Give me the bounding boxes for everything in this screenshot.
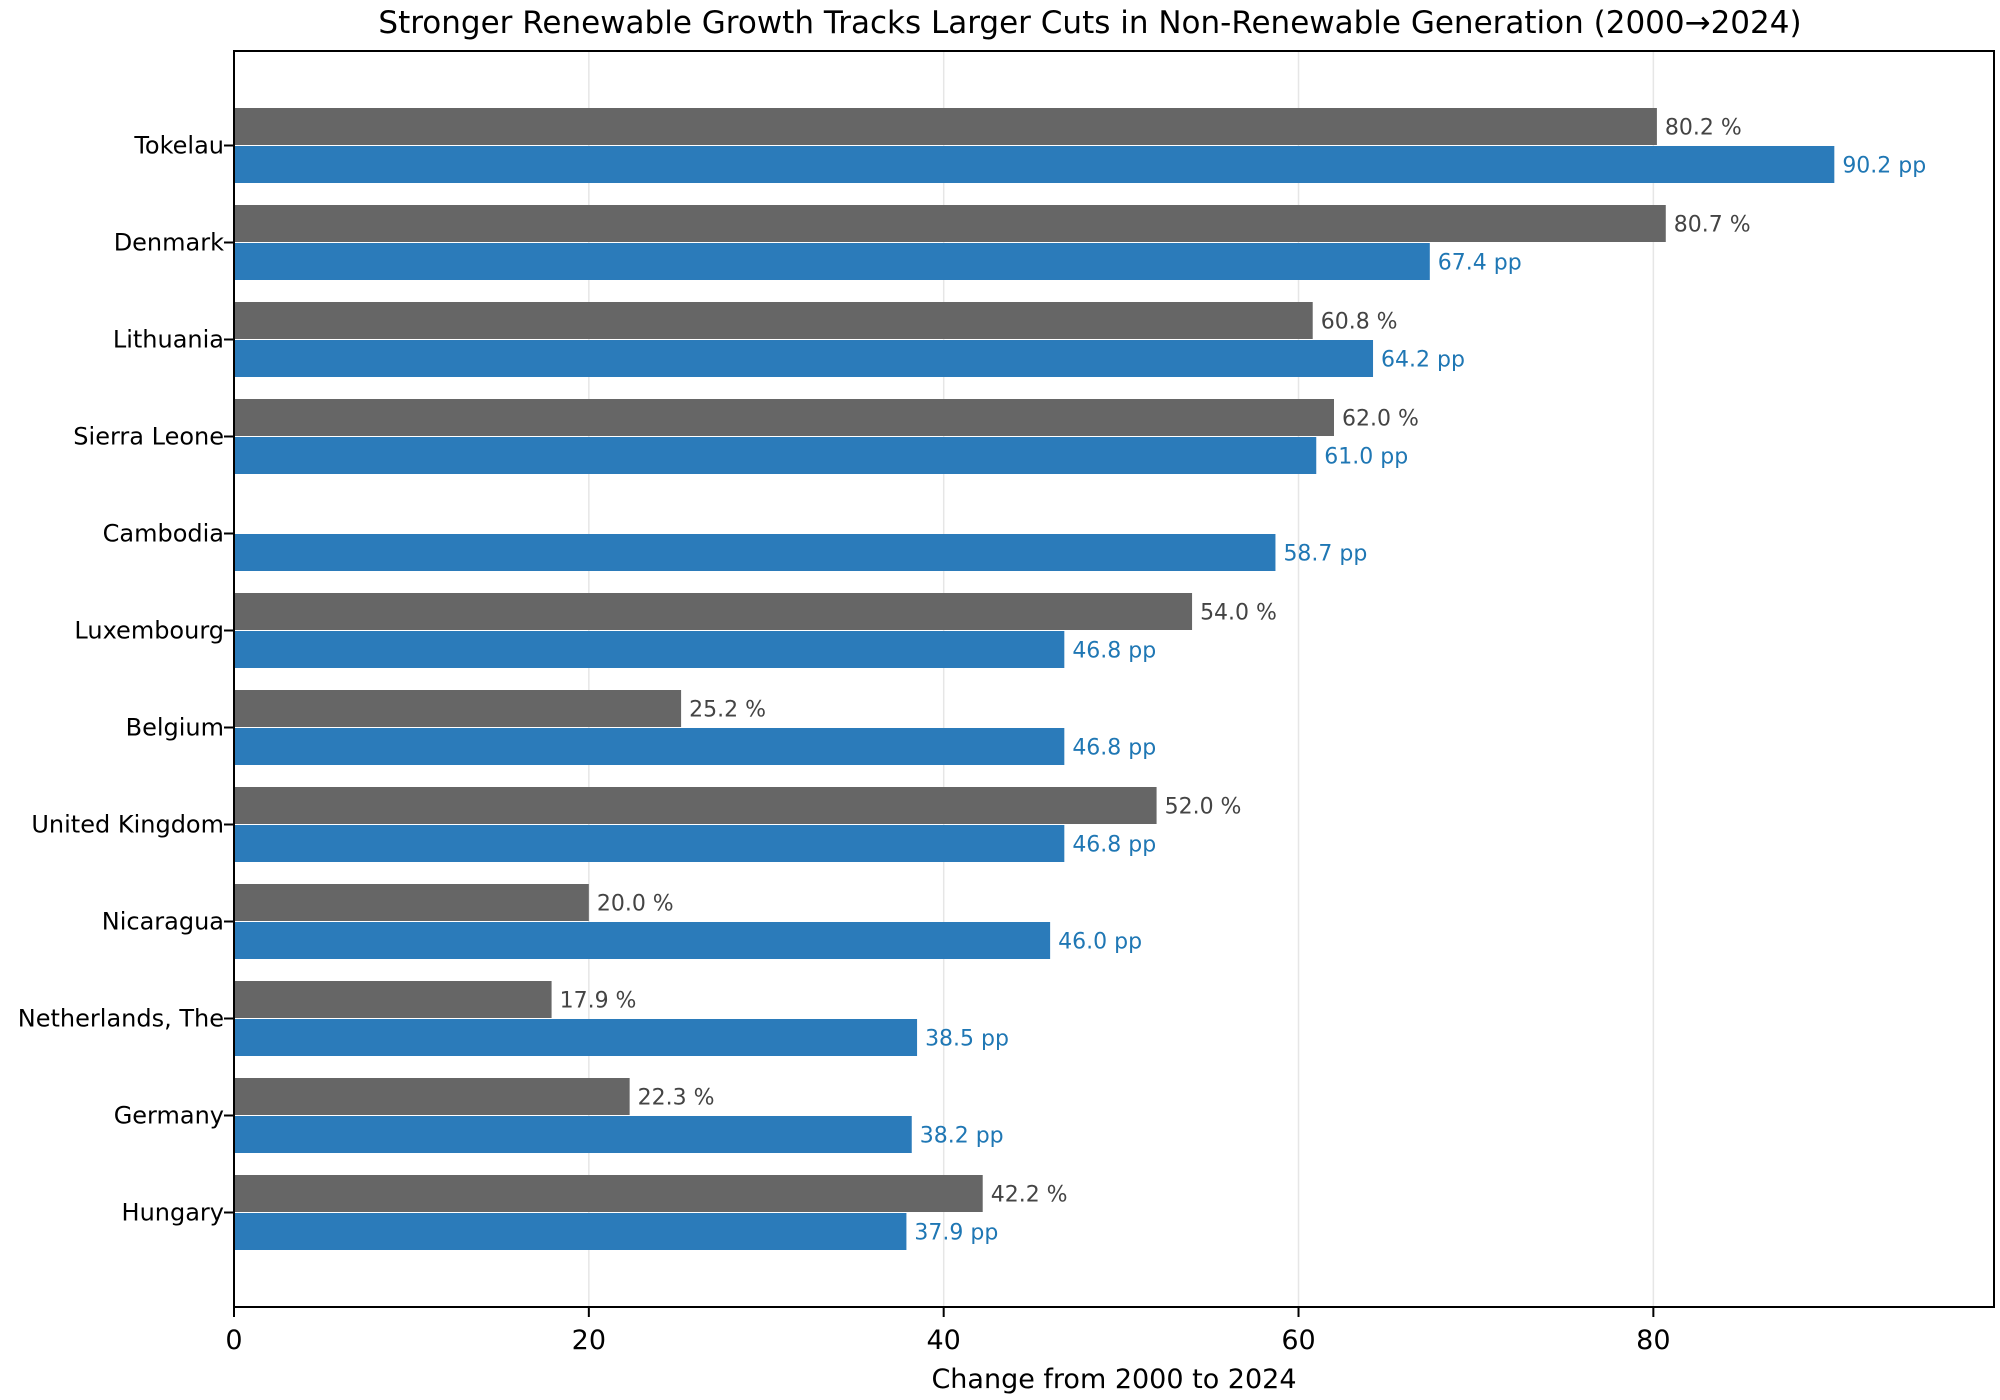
bar-blue — [234, 825, 1065, 862]
data-label: 52.0 % — [1165, 795, 1242, 820]
x-tick-label: 40 — [926, 1325, 960, 1356]
data-label: 46.8 pp — [1072, 736, 1156, 761]
bar-blue — [234, 1019, 918, 1056]
category-label: Germany — [114, 1102, 224, 1130]
chart-title: Stronger Renewable Growth Tracks Larger … — [378, 5, 1801, 41]
x-tick-label: 20 — [572, 1325, 606, 1356]
bar-grey — [234, 690, 682, 727]
bar-grey — [234, 1078, 630, 1115]
data-label: 46.8 pp — [1072, 833, 1156, 858]
category-label: Belgium — [126, 714, 224, 742]
category-label: Netherlands, The — [18, 1005, 224, 1033]
data-labels: 80.2 % 90.2 pp 80.7 % 67.4 pp 60.8 % 64.2 pp 6… — [560, 116, 1927, 1246]
x-tick-label: 80 — [1636, 1325, 1670, 1356]
data-label: 80.2 % — [1665, 116, 1742, 141]
data-label: 42.2 % — [991, 1183, 1068, 1208]
x-tick-label: 0 — [225, 1325, 242, 1356]
bar-grey — [234, 787, 1157, 824]
category-label: Luxembourg — [74, 617, 224, 645]
bar-grey — [234, 884, 589, 921]
category-label: United Kingdom — [31, 811, 224, 839]
category-label: Sierra Leone — [73, 423, 224, 451]
x-axis-label: Change from 2000 to 2024 — [931, 1364, 1296, 1395]
bar-grey — [234, 108, 1657, 145]
data-label: 38.5 pp — [925, 1027, 1009, 1052]
x-axis-ticks: 0 20 40 60 80 — [225, 1307, 1671, 1356]
data-label: 80.7 % — [1674, 213, 1751, 238]
bar-blue — [234, 922, 1051, 959]
x-tick-label: 60 — [1281, 1325, 1315, 1356]
data-label: 62.0 % — [1342, 407, 1419, 432]
bar-blue — [234, 1116, 912, 1153]
data-label: 17.9 % — [560, 989, 637, 1014]
category-label: Hungary — [122, 1199, 224, 1227]
data-label: 61.0 pp — [1324, 445, 1408, 470]
data-label: 37.9 pp — [914, 1221, 998, 1246]
bar-grey — [234, 981, 552, 1018]
bar-blue — [234, 243, 1430, 280]
bar-blue — [234, 728, 1065, 765]
data-label: 46.0 pp — [1058, 930, 1142, 955]
bar-blue — [234, 534, 1276, 571]
data-label: 60.8 % — [1321, 310, 1398, 335]
data-label: 58.7 pp — [1283, 542, 1367, 567]
category-label: Nicaragua — [102, 908, 224, 936]
category-label: Lithuania — [113, 326, 224, 354]
data-label: 38.2 pp — [920, 1124, 1004, 1149]
bar-blue — [234, 340, 1374, 377]
y-axis-ticks: Tokelau Denmark Lithuania Sierra Leone Cambo… — [18, 132, 234, 1227]
data-label: 20.0 % — [597, 892, 674, 917]
data-label: 46.8 pp — [1072, 639, 1156, 664]
bars — [234, 108, 1835, 1250]
bar-grey — [234, 205, 1666, 242]
category-label: Tokelau — [133, 132, 224, 160]
data-label: 67.4 pp — [1438, 251, 1522, 276]
bar-blue — [234, 437, 1317, 474]
data-label: 25.2 % — [689, 698, 766, 723]
bar-grey — [234, 302, 1313, 339]
bar-grey — [234, 1175, 983, 1212]
bar-blue — [234, 1213, 907, 1250]
data-label: 90.2 pp — [1842, 154, 1926, 179]
bar-blue — [234, 146, 1835, 183]
plot-frame — [233, 50, 1995, 1308]
data-label: 22.3 % — [638, 1086, 715, 1111]
data-label: 54.0 % — [1200, 601, 1277, 626]
bar-grey — [234, 593, 1193, 630]
bar-grey — [234, 399, 1334, 436]
category-label: Cambodia — [103, 520, 224, 548]
category-label: Denmark — [114, 229, 224, 257]
data-label: 64.2 pp — [1381, 348, 1465, 373]
bar-blue — [234, 631, 1065, 668]
